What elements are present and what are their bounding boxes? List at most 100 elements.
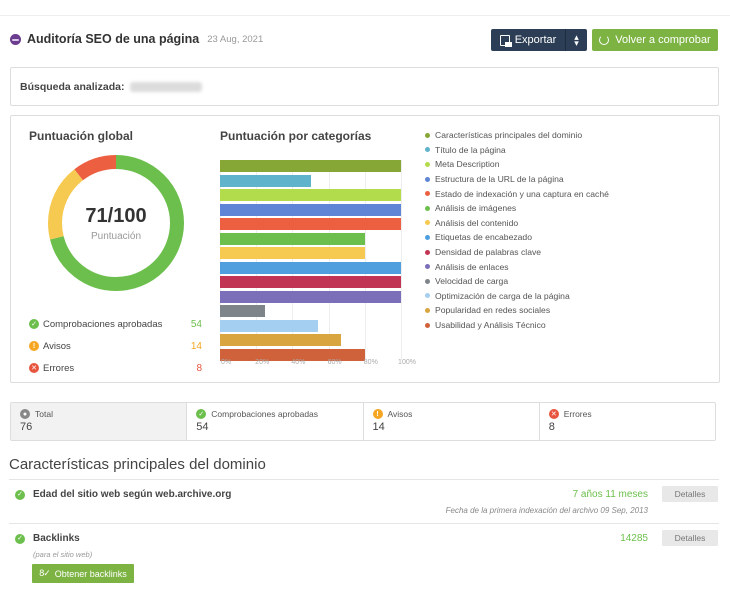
category-bar[interactable] — [220, 348, 365, 361]
legend-errors-label: Errores — [43, 362, 75, 374]
legend-dot-icon — [425, 161, 430, 167]
legend-item[interactable]: Popularidad en redes sociales — [425, 303, 609, 318]
site-age-details-button[interactable]: Detalles — [662, 486, 718, 502]
legend-label: Estructura de la URL de la página — [435, 174, 564, 185]
stat-warnings-label: Avisos — [387, 409, 413, 419]
export-label: Exportar — [514, 34, 557, 46]
category-bar[interactable] — [220, 305, 266, 317]
category-bar[interactable] — [220, 276, 401, 288]
legend-label: Análisis de imágenes — [435, 203, 517, 214]
score-overview-panel: Puntuación global 71/100 Puntuación ✓ Co… — [10, 115, 720, 383]
check-icon: ✓ — [29, 319, 39, 329]
stat-total[interactable]: ● Total 76 — [11, 403, 187, 440]
category-bar[interactable] — [220, 247, 365, 259]
legend-errors: ✕ Errores 8 — [29, 357, 202, 379]
legend-dot-icon — [425, 176, 430, 182]
category-bar[interactable] — [220, 174, 311, 187]
legend-item[interactable]: Análisis del contenido — [425, 216, 609, 231]
category-bar[interactable] — [220, 232, 365, 245]
legend-item[interactable]: Características principales del dominio — [425, 128, 609, 143]
legend-passed: ✓ Comprobaciones aprobadas 54 — [29, 313, 202, 335]
x-tick-label: 40% — [291, 359, 306, 366]
analyzed-search-box: Búsqueda analizada: — [10, 67, 719, 106]
stat-warnings[interactable]: ! Avisos 14 — [362, 403, 539, 440]
warning-icon: ! — [29, 341, 39, 351]
legend-dot-icon — [425, 249, 430, 255]
grid-line — [401, 160, 402, 360]
export-button-group: Exportar ▴ ▾ — [491, 29, 587, 51]
category-bar[interactable] — [220, 203, 401, 216]
legend-item[interactable]: Velocidad de carga — [425, 274, 609, 289]
legend-item[interactable]: Etiquetas de encabezado — [425, 230, 609, 245]
recheck-button[interactable]: Volver a comprobar — [592, 29, 718, 51]
stat-passed[interactable]: ✓ Comprobaciones aprobadas 54 — [186, 403, 362, 440]
legend-item[interactable]: Estado de indexación y una captura en ca… — [425, 186, 609, 201]
audit-date: 23 Aug, 2021 — [207, 33, 264, 45]
error-icon: ✕ — [548, 409, 559, 419]
stat-errors[interactable]: ✕ Errores 8 — [538, 403, 715, 440]
stats-summary: ● Total 76 ✓ Comprobaciones aprobadas 54… — [10, 402, 716, 441]
export-button[interactable]: Exportar — [491, 29, 565, 51]
legend-label: Densidad de palabras clave — [435, 247, 542, 258]
legend-label: Usabilidad y Análisis Técnico — [435, 320, 546, 331]
legend-item[interactable]: Densidad de palabras clave — [425, 245, 609, 260]
legend-warnings-label: Avisos — [43, 340, 71, 352]
section-title: Características principales del dominio — [9, 456, 266, 473]
grid-line — [328, 160, 330, 360]
legend-item[interactable]: Meta Description — [425, 157, 609, 172]
legend-item[interactable]: Usabilidad y Análisis Técnico — [425, 318, 609, 333]
backlinks-subtitle: (para el sitio web) — [33, 550, 93, 559]
categories-legend: Características principales del dominio T… — [425, 128, 609, 332]
legend-item[interactable]: Título de la página — [425, 143, 609, 158]
legend-label: Título de la página — [435, 144, 506, 155]
site-age-value: 7 años 11 meses — [572, 489, 648, 500]
legend-dot-icon — [425, 220, 430, 226]
legend-item[interactable]: Análisis de imágenes — [425, 201, 609, 216]
category-bar[interactable] — [220, 334, 342, 346]
category-bar[interactable] — [220, 319, 318, 332]
refresh-icon — [599, 35, 610, 45]
legend-dot-icon — [425, 132, 430, 138]
legend-errors-value: 8 — [196, 362, 202, 374]
check-icon: ✓ — [15, 533, 25, 544]
legend-item[interactable]: Estructura de la URL de la página — [425, 172, 609, 187]
score-legend: ✓ Comprobaciones aprobadas 54 ! Avisos 1… — [29, 313, 202, 379]
x-tick-label: 80% — [363, 359, 378, 366]
caret-down-icon: ▾ — [574, 38, 579, 48]
category-bar[interactable] — [220, 261, 401, 274]
legend-label: Análisis de enlaces — [435, 261, 509, 272]
backlinks-details-button[interactable]: Detalles — [662, 530, 718, 546]
legend-item[interactable]: Análisis de enlaces — [425, 259, 609, 274]
legend-label: Análisis del contenido — [435, 217, 519, 228]
legend-passed-value: 54 — [190, 318, 202, 330]
get-backlinks-button[interactable]: 8✓ Obtener backlinks — [32, 564, 134, 583]
stat-passed-label: Comprobaciones aprobadas — [211, 409, 319, 419]
category-bar[interactable] — [220, 160, 401, 172]
legend-dot-icon — [425, 147, 430, 153]
page-header: Auditoría SEO de una página 23 Aug, 2021 — [10, 29, 263, 49]
stat-errors-label: Errores — [563, 409, 592, 419]
category-bar[interactable] — [220, 189, 401, 201]
check-icon: ✓ — [15, 489, 25, 500]
global-score-donut-chart — [48, 155, 184, 291]
warning-icon: ! — [372, 409, 383, 419]
backlinks-icon: 8✓ — [39, 568, 51, 578]
category-bar[interactable] — [220, 218, 401, 230]
legend-label: Velocidad de carga — [435, 276, 509, 287]
categories-score-title: Puntuación por categorías — [220, 129, 372, 143]
x-tick-label: 60% — [327, 359, 342, 366]
legend-dot-icon — [425, 278, 430, 284]
analyzed-search-value-blurred — [130, 81, 203, 92]
top-divider — [0, 15, 730, 16]
donut-segment-2 — [48, 155, 184, 291]
legend-item[interactable]: Optimización de carga de la página — [425, 289, 609, 304]
legend-dot-icon — [425, 205, 430, 211]
legend-passed-label: Comprobaciones aprobadas — [43, 318, 163, 330]
category-bar[interactable] — [220, 290, 401, 303]
donut-segment-1 — [48, 155, 184, 291]
export-options-toggle[interactable]: ▴ ▾ — [565, 29, 587, 51]
legend-dot-icon — [425, 264, 430, 270]
recheck-label: Volver a comprobar — [615, 34, 711, 46]
stat-errors-value: 8 — [548, 421, 555, 433]
global-score-value: 71/100 — [85, 204, 147, 227]
